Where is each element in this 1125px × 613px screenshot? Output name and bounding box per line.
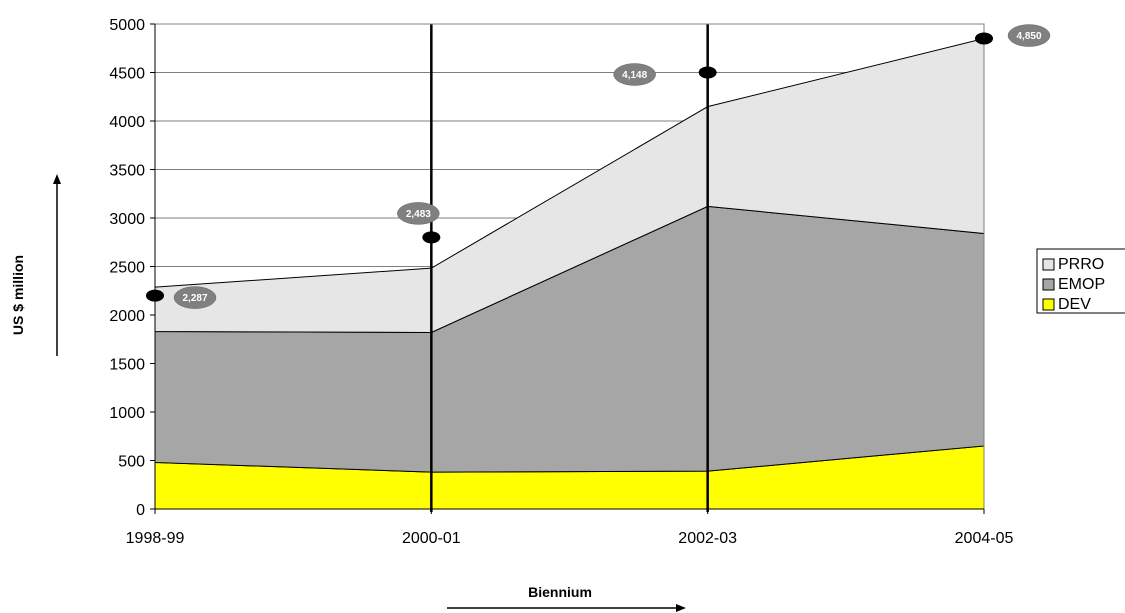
legend: PRRO EMOP DEV <box>1036 248 1125 314</box>
total-label: 4,850 <box>1016 31 1041 42</box>
y-tick-label: 3000 <box>109 211 145 228</box>
x-tick-label: 2002-03 <box>678 530 737 547</box>
total-marker-dot <box>422 231 441 244</box>
y-axis-title: US $ million <box>10 255 26 335</box>
total-marker-dot <box>146 289 164 302</box>
y-tick-label: 2500 <box>109 260 145 277</box>
x-axis-arrow <box>447 604 686 612</box>
x-tick-label: 2000-01 <box>402 530 461 547</box>
total-bubble <box>613 63 656 86</box>
legend-label-emop: EMOP <box>1058 276 1105 293</box>
legend-swatch-emop <box>1042 278 1055 291</box>
legend-label-prro: PRRO <box>1058 256 1104 273</box>
y-tick-label: 3500 <box>109 163 145 180</box>
total-bubble <box>173 286 217 309</box>
y-tick-label: 4000 <box>109 114 145 131</box>
y-tick-label: 2000 <box>109 308 145 325</box>
area-series <box>154 37 985 510</box>
y-tick-label: 500 <box>118 454 145 471</box>
total-markers: 2,287 2,483 4,148 4,850 <box>146 24 1051 309</box>
x-axis-title: Biennium <box>528 584 592 600</box>
total-bubble <box>1007 24 1051 47</box>
x-tick-label: 2004-05 <box>955 530 1014 547</box>
divider-lines <box>430 24 709 512</box>
legend-swatch-prro <box>1042 258 1055 271</box>
legend-label-dev: DEV <box>1058 296 1091 313</box>
y-tick-label: 4500 <box>109 66 145 83</box>
total-bubble <box>397 202 440 225</box>
total-marker-dot <box>698 66 717 79</box>
y-tick-label: 5000 <box>109 17 145 34</box>
total-label: 2,287 <box>182 293 207 304</box>
total-label: 2,483 <box>406 209 431 220</box>
y-axis-arrow <box>53 174 61 356</box>
y-tick-label: 1500 <box>109 357 145 374</box>
y-tick-label: 1000 <box>109 405 145 422</box>
total-marker-dot <box>975 32 993 45</box>
x-tick-label: 1998-99 <box>126 530 185 547</box>
legend-swatch-dev <box>1042 298 1055 311</box>
y-axis-ticks: 0 500 1000 1500 2000 2500 3000 3500 4000 4500 5000 <box>109 17 155 519</box>
x-axis-ticks: 1998-99 2000-01 2002-03 2004-05 <box>126 509 1014 547</box>
y-tick-label: 0 <box>136 502 145 519</box>
total-label: 4,148 <box>622 70 647 81</box>
